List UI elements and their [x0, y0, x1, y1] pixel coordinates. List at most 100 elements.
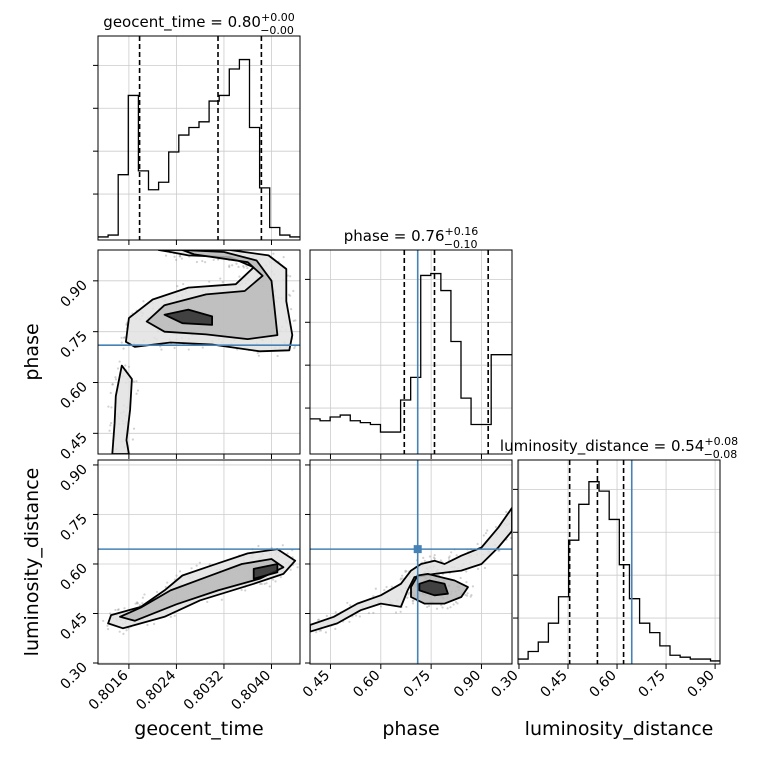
- scatter-point: [125, 322, 128, 326]
- scatter-point: [346, 601, 349, 604]
- y-axis-label-phase: phase: [21, 323, 43, 380]
- scatter-point: [379, 605, 383, 608]
- scatter-point: [390, 585, 393, 588]
- scatter-point: [334, 627, 337, 630]
- scatter-point: [143, 593, 146, 596]
- scatter-point: [254, 245, 256, 247]
- scatter-point: [412, 599, 415, 602]
- scatter-point: [175, 258, 178, 262]
- x-axis-label-phase: phase: [382, 718, 439, 740]
- y-tick-label: 0.90: [57, 277, 90, 310]
- scatter-point: [292, 289, 295, 293]
- scatter-point: [281, 544, 284, 547]
- x-tick-label: 0.8016: [86, 667, 132, 713]
- scatter-point: [348, 620, 351, 623]
- scatter-point: [141, 596, 145, 599]
- scatter-point: [422, 556, 425, 559]
- scatter-point: [228, 265, 231, 269]
- scatter-point: [111, 383, 114, 386]
- panel-frame: [517, 459, 721, 665]
- scatter-point: [182, 282, 185, 286]
- scatter-point: [136, 602, 140, 605]
- scatter-point: [220, 598, 223, 601]
- y-tick-label: 0.75: [57, 511, 90, 544]
- scatter-point: [426, 605, 429, 609]
- scatter-point: [178, 570, 182, 573]
- scatter-point: [358, 615, 361, 618]
- scatter-point: [406, 596, 409, 599]
- 2d-panel-phase-vs-geocent_time: [93, 245, 301, 459]
- scatter-point: [515, 503, 517, 505]
- truth-marker: [413, 545, 422, 554]
- scatter-point: [160, 348, 163, 351]
- scatter-point: [173, 255, 176, 258]
- scatter-point: [494, 525, 498, 529]
- contour-tail: [111, 364, 133, 454]
- x-tick-label: 0.75: [401, 668, 434, 701]
- scatter-point: [231, 264, 234, 267]
- scatter-point: [486, 529, 489, 532]
- scatter-point: [195, 564, 198, 567]
- scatter-point: [242, 247, 244, 249]
- x-tick-label: 0.30: [488, 668, 521, 701]
- scatter-point: [372, 611, 375, 614]
- scatter-point: [439, 559, 442, 562]
- 2d-panel-luminosity_distance-vs-geocent_time: [93, 459, 301, 669]
- scatter-point: [446, 607, 449, 610]
- scatter-point: [290, 308, 293, 311]
- hist-panel-phase: [305, 249, 513, 459]
- scatter-point: [179, 255, 182, 258]
- scatter-point: [212, 258, 215, 261]
- scatter-point: [118, 360, 121, 363]
- scatter-point: [122, 347, 125, 350]
- scatter-point: [235, 262, 238, 265]
- x-axis-label-luminosity_distance: luminosity_distance: [525, 718, 714, 740]
- scatter-point: [123, 607, 126, 610]
- scatter-point: [114, 376, 117, 379]
- contour-inner: [252, 563, 279, 580]
- panel-frame: [97, 35, 301, 241]
- scatter-point: [274, 580, 277, 583]
- x-tick-label: 0.60: [350, 668, 383, 701]
- scatter-point: [106, 624, 109, 627]
- x-ticks: [128, 664, 272, 669]
- scatter-point: [411, 602, 415, 605]
- scatter-point: [449, 606, 452, 609]
- scatter-point: [187, 246, 189, 248]
- scatter-point: [289, 294, 292, 297]
- y-tick-label: 0.30: [57, 660, 90, 693]
- scatter-point: [114, 378, 118, 381]
- scatter-point: [483, 566, 487, 570]
- scatter-point: [482, 534, 485, 537]
- scatter-point: [464, 593, 467, 596]
- scatter-point: [427, 604, 431, 608]
- scatter-point: [456, 602, 459, 605]
- scatter-point: [198, 561, 202, 564]
- panel-title-luminosity_distance: luminosity_distance = 0.54+0.08 −0.08: [500, 435, 738, 461]
- scatter-point: [110, 421, 113, 425]
- scatter-point: [122, 632, 125, 635]
- scatter-point: [466, 592, 469, 595]
- scatter-point: [405, 605, 408, 609]
- scatter-point: [131, 438, 134, 441]
- scatter-point: [383, 589, 386, 592]
- scatter-point: [399, 578, 402, 581]
- contours: [107, 548, 297, 630]
- panel-title-geocent_time: geocent_time = 0.80+0.00 −0.00: [103, 11, 294, 37]
- scatter-point: [401, 574, 404, 577]
- scatter-point: [476, 567, 480, 571]
- scatter-point: [286, 552, 289, 555]
- scatter-point: [276, 354, 279, 358]
- scatter-point: [153, 622, 156, 626]
- scatter-point: [208, 563, 211, 566]
- scatter-point: [471, 585, 475, 588]
- scatter-point: [497, 549, 500, 552]
- histogram-luminosity_distance: [518, 481, 720, 662]
- scatter-point: [432, 556, 436, 559]
- scatter-point: [401, 577, 404, 580]
- histogram-phase: [310, 272, 512, 433]
- scatter-point: [282, 256, 285, 259]
- scatter-point: [111, 383, 114, 386]
- scatter-point: [166, 581, 169, 584]
- scatter-point: [217, 258, 220, 261]
